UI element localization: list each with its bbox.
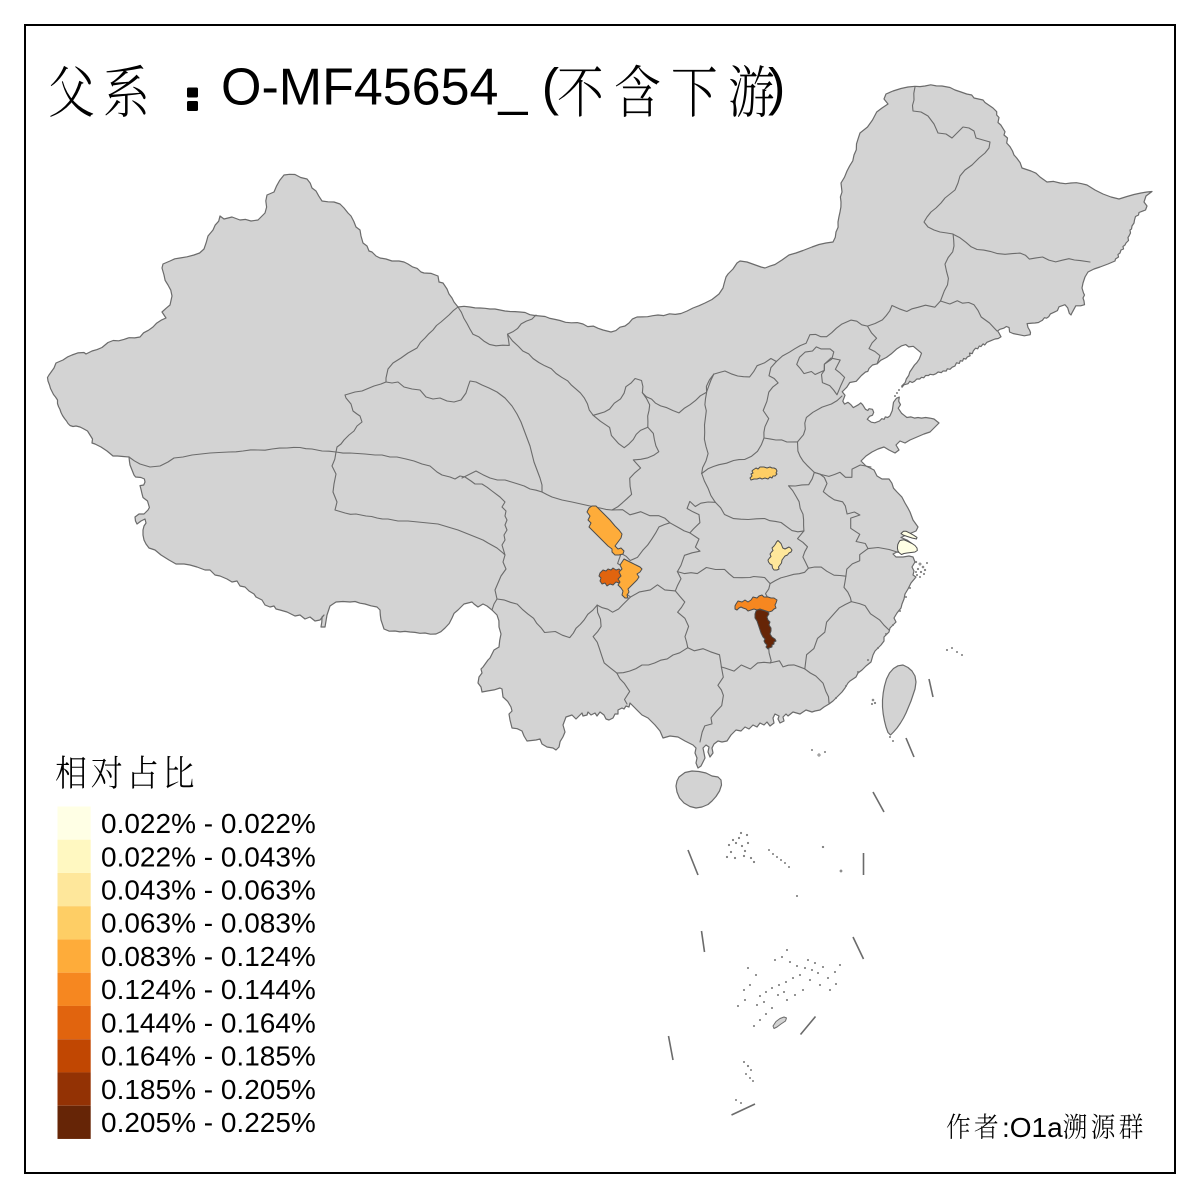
svg-text:0.083% - 0.124%: 0.083% - 0.124% bbox=[101, 941, 316, 972]
svg-text::O1a: :O1a bbox=[1002, 1112, 1063, 1143]
svg-text:0.164% - 0.185%: 0.164% - 0.185% bbox=[101, 1041, 316, 1072]
svg-text:0.022% - 0.022%: 0.022% - 0.022% bbox=[101, 808, 316, 839]
svg-text:0.043% - 0.063%: 0.043% - 0.063% bbox=[101, 875, 316, 906]
svg-text:0.063% - 0.083%: 0.063% - 0.083% bbox=[101, 908, 316, 939]
svg-text:0.144% - 0.164%: 0.144% - 0.164% bbox=[101, 1008, 316, 1039]
svg-text:O-MF45654_ (: O-MF45654_ ( bbox=[221, 59, 560, 117]
svg-text:0.205% - 0.225%: 0.205% - 0.225% bbox=[101, 1107, 316, 1138]
svg-text:0.022% - 0.043%: 0.022% - 0.043% bbox=[101, 841, 316, 872]
svg-text:): ) bbox=[768, 59, 785, 117]
svg-text:0.124% - 0.144%: 0.124% - 0.144% bbox=[101, 974, 316, 1005]
svg-text:0.185% - 0.205%: 0.185% - 0.205% bbox=[101, 1074, 316, 1105]
